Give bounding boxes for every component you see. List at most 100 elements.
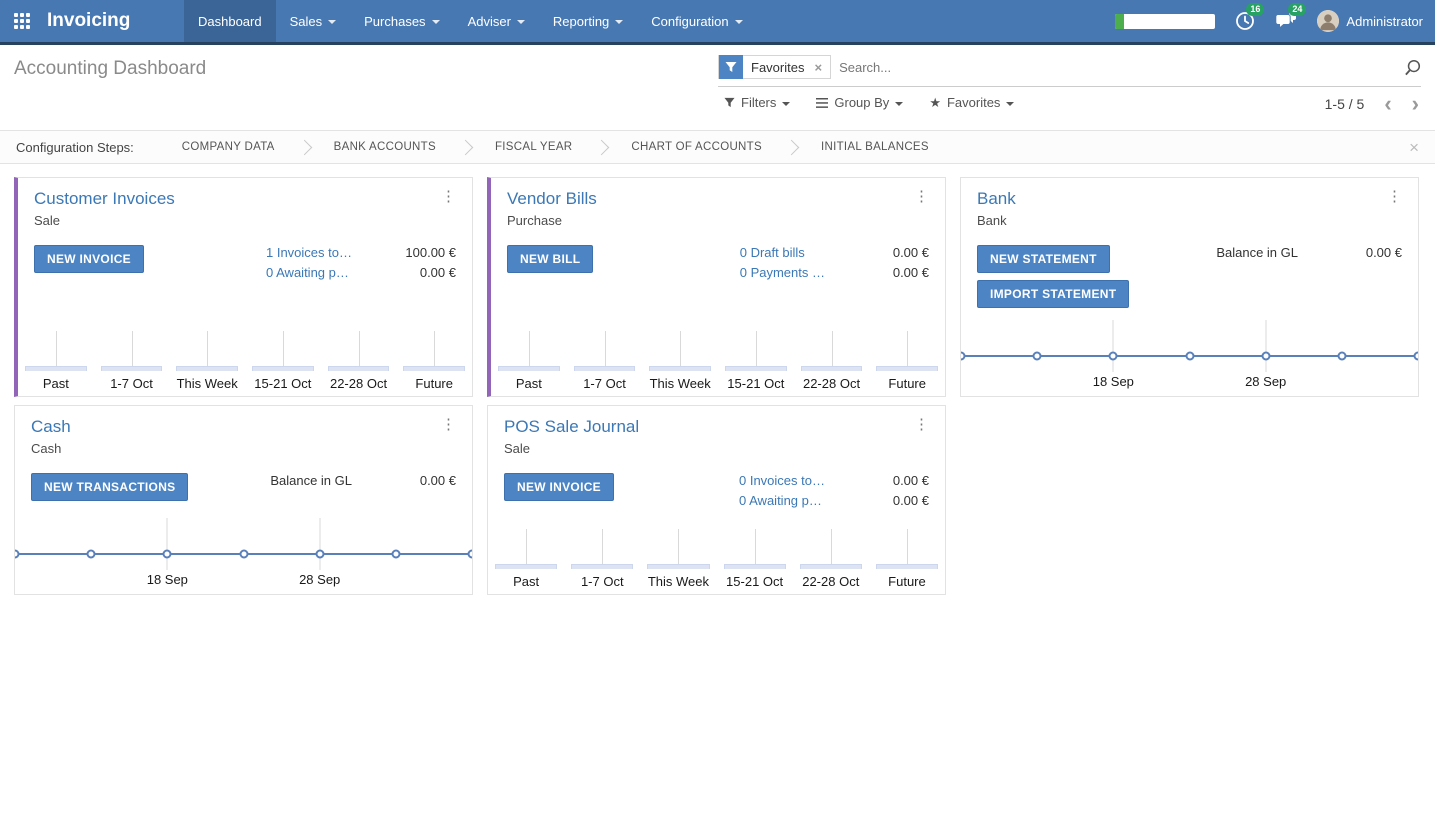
nav-menu-purchases[interactable]: Purchases — [350, 0, 453, 42]
kpi-label: Balance in GL — [270, 473, 352, 488]
search-input[interactable] — [839, 59, 1396, 75]
kebab-menu-icon[interactable]: ⋮ — [1387, 188, 1402, 205]
bar-slot — [718, 331, 794, 371]
new-invoice-button[interactable]: NEW INVOICE — [504, 473, 614, 501]
chevron-down-icon — [734, 20, 743, 24]
kebab-menu-icon[interactable]: ⋮ — [441, 416, 456, 433]
nav-menu-reporting[interactable]: Reporting — [539, 0, 637, 42]
x-axis-label: This Week — [649, 376, 711, 391]
pager-previous-button[interactable]: ‹ — [1384, 91, 1392, 116]
nav-menu-configuration[interactable]: Configuration — [637, 0, 756, 42]
chevron-down-icon — [431, 20, 440, 24]
facet-remove-icon[interactable]: × — [814, 59, 823, 75]
card-kpi-rows: 0 Draft bills 0.00 € 0 Payments … 0.00 € — [740, 245, 929, 280]
journal-card-customer-invoices: Customer Invoices Sale ⋮ NEW INVOICE 1 Invoi… — [14, 177, 473, 397]
pager-range[interactable]: 1-5 / 5 — [1324, 96, 1365, 112]
nav-menu-adviser[interactable]: Adviser — [454, 0, 539, 42]
config-step-company-data[interactable]: COMPANY DATA — [181, 141, 275, 153]
user-name: Administrator — [1346, 13, 1423, 29]
journal-sparkline-chart: 18 Sep 28 Sep — [15, 518, 472, 594]
kebab-menu-icon[interactable]: ⋮ — [914, 416, 929, 433]
card-title[interactable]: Customer Invoices — [34, 189, 175, 208]
sparkline-bar-plot — [18, 331, 472, 371]
x-axis-label: Past — [513, 574, 540, 589]
bar-slot — [564, 529, 640, 569]
favorites-button[interactable]: ★ Favorites — [929, 95, 1015, 110]
kebab-menu-icon[interactable]: ⋮ — [441, 188, 456, 205]
config-step-bank-accounts[interactable]: BANK ACCOUNTS — [333, 141, 436, 153]
config-step-chart-of-accounts[interactable]: CHART OF ACCOUNTS — [631, 141, 762, 153]
bar-slot — [793, 529, 869, 569]
apps-menu-icon[interactable] — [14, 13, 30, 29]
bar-slot — [717, 529, 793, 569]
new-bill-button[interactable]: NEW BILL — [507, 245, 594, 273]
data-point-marker — [1185, 351, 1194, 361]
bar — [573, 366, 636, 371]
config-step-fiscal-year[interactable]: FISCAL YEAR — [494, 141, 573, 153]
sparkline-bar-plot — [488, 529, 945, 569]
gridline — [678, 529, 680, 569]
bar-slot — [94, 331, 170, 371]
x-axis-label: 1-7 Oct — [583, 376, 626, 391]
chevron-down-icon — [328, 20, 337, 24]
card-buttons: NEW INVOICE — [504, 473, 614, 508]
nav-menu-label: Dashboard — [198, 13, 262, 29]
bar — [799, 564, 862, 569]
card-kpi-rows: 1 Invoices to… 100.00 € 0 Awaiting p… 0.00 … — [266, 245, 456, 280]
bar — [876, 366, 939, 371]
group-by-button[interactable]: Group By — [816, 95, 904, 110]
card-kpi-rows: Balance in GL 0.00 € — [270, 473, 456, 501]
gridline — [131, 331, 133, 371]
gridline — [830, 529, 832, 569]
x-axis-label: Future — [415, 376, 453, 391]
journal-action-link[interactable]: 1 Invoices to… — [266, 245, 352, 260]
main-menu-bar: Dashboard Sales Purchases Adviser Reporting C… — [184, 0, 757, 42]
control-panel: Accounting Dashboard Favorites × Filters… — [0, 45, 1435, 130]
filters-button[interactable]: Filters — [724, 95, 791, 110]
user-menu[interactable]: Administrator — [1317, 10, 1423, 32]
x-axis-label: This Week — [176, 376, 238, 391]
import-statement-button[interactable]: IMPORT STATEMENT — [977, 280, 1130, 308]
gridline — [831, 331, 833, 371]
journal-card-vendor-bills: Vendor Bills Purchase ⋮ NEW BILL 0 Draft bil… — [487, 177, 946, 397]
nav-menu-label: Purchases — [364, 13, 426, 29]
search-icon[interactable] — [1404, 59, 1421, 76]
sparkline-bar-plot — [491, 331, 945, 371]
x-axis-label: This Week — [647, 574, 710, 589]
new-transactions-button[interactable]: NEW TRANSACTIONS — [31, 473, 189, 501]
nav-menu-label: Reporting — [552, 13, 610, 29]
journal-action-link[interactable]: 0 Invoices to… — [739, 473, 825, 488]
bar-slot — [18, 331, 94, 371]
card-title[interactable]: Cash — [31, 417, 71, 436]
systray: 16 24 Administrator — [1115, 0, 1435, 42]
close-icon[interactable]: × — [1409, 137, 1419, 157]
card-buttons: NEW STATEMENT IMPORT STATEMENT — [977, 245, 1130, 308]
chevron-down-icon — [516, 20, 525, 24]
nav-menu-label: Configuration — [651, 13, 729, 29]
activities-button[interactable]: 16 — [1235, 3, 1265, 31]
card-title[interactable]: Bank — [977, 189, 1016, 208]
gridline — [604, 331, 606, 371]
x-axis-labels: 18 Sep 28 Sep — [15, 568, 472, 594]
nav-menu-dashboard[interactable]: Dashboard — [184, 0, 276, 42]
kebab-menu-icon[interactable]: ⋮ — [914, 188, 929, 205]
journal-action-link[interactable]: 0 Payments … — [739, 265, 825, 280]
pager-next-button[interactable]: › — [1411, 91, 1419, 116]
messages-button[interactable]: 24 — [1275, 3, 1307, 31]
journal-action-link[interactable]: 0 Draft bills — [739, 245, 805, 260]
new-invoice-button[interactable]: NEW INVOICE — [34, 245, 144, 273]
config-step-initial-balances[interactable]: INITIAL BALANCES — [820, 141, 929, 153]
kpi-amount: 100.00 € — [405, 245, 456, 260]
nav-menu-sales[interactable]: Sales — [276, 0, 351, 42]
card-title[interactable]: Vendor Bills — [507, 189, 597, 208]
journal-action-link[interactable]: 0 Awaiting p… — [266, 265, 349, 280]
journal-action-link[interactable]: 0 Awaiting p… — [739, 493, 822, 508]
new-statement-button[interactable]: NEW STATEMENT — [977, 245, 1110, 273]
card-title[interactable]: POS Sale Journal — [504, 417, 640, 436]
app-brand[interactable]: Invoicing — [47, 10, 131, 31]
x-axis-label: 15-21 Oct — [727, 376, 785, 391]
bar — [403, 366, 466, 371]
card-subtitle: Cash — [31, 441, 62, 456]
bar — [327, 366, 390, 371]
progress-meter[interactable] — [1115, 13, 1216, 29]
